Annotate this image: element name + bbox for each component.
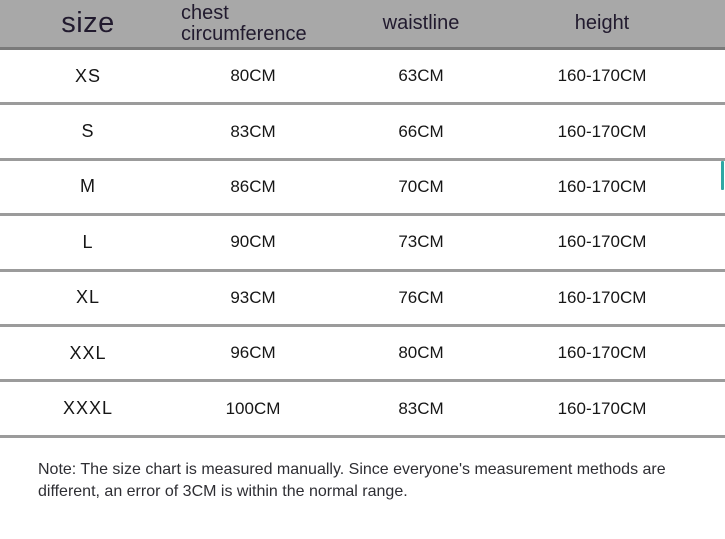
table-row: M 86CM 70CM 160-170CM: [0, 161, 725, 217]
cell-size: XL: [75, 287, 101, 308]
scrollbar-thumb[interactable]: [721, 161, 724, 190]
cell-height: 160-170CM: [557, 121, 647, 141]
cell-height: 160-170CM: [557, 398, 647, 418]
cell-size: L: [82, 231, 94, 252]
cell-height: 160-170CM: [557, 343, 647, 363]
cell-waistline: 76CM: [398, 287, 444, 307]
cell-waistline: 83CM: [398, 398, 444, 418]
cell-size: M: [80, 176, 96, 197]
cell-waistline: 80CM: [398, 343, 444, 363]
table-header-row: size chest circumference waistline heigh…: [0, 0, 725, 50]
table-row: XL 93CM 76CM 160-170CM: [0, 272, 725, 327]
cell-size: XXL: [69, 342, 107, 363]
cell-waistline: 66CM: [398, 121, 444, 141]
header-chest-circumference: chest circumference: [181, 1, 307, 45]
cell-height: 160-170CM: [557, 232, 647, 252]
cell-chest: 93CM: [230, 287, 276, 307]
table-row: XXXL 100CM 83CM 160-170CM: [0, 382, 725, 438]
cell-chest: 80CM: [230, 66, 276, 86]
cell-chest: 90CM: [230, 232, 276, 252]
table-body: XS 80CM 63CM 160-170CM S 83CM 66CM 160-1…: [0, 50, 725, 438]
cell-height: 160-170CM: [557, 287, 647, 307]
header-waistline: waistline: [382, 12, 460, 34]
table-row: S 83CM 66CM 160-170CM: [0, 105, 725, 161]
cell-size: XS: [74, 65, 101, 86]
cell-chest: 100CM: [225, 398, 281, 418]
header-size: size: [61, 7, 115, 39]
note-text: Note: The size chart is measured manuall…: [38, 461, 666, 500]
cell-chest: 83CM: [230, 121, 276, 141]
cell-waistline: 73CM: [398, 232, 444, 252]
cell-waistline: 63CM: [398, 66, 444, 86]
cell-chest: 86CM: [230, 176, 276, 196]
cell-size: XXXL: [62, 398, 114, 419]
table-row: L 90CM 73CM 160-170CM: [0, 216, 725, 272]
table-row: XS 80CM 63CM 160-170CM: [0, 50, 725, 106]
cell-height: 160-170CM: [557, 66, 647, 86]
cell-waistline: 70CM: [398, 176, 444, 196]
cell-size: S: [81, 121, 95, 142]
header-height: height: [574, 12, 630, 34]
cell-height: 160-170CM: [557, 176, 647, 196]
table-row: XXL 96CM 80CM 160-170CM: [0, 327, 725, 383]
cell-chest: 96CM: [230, 343, 276, 363]
